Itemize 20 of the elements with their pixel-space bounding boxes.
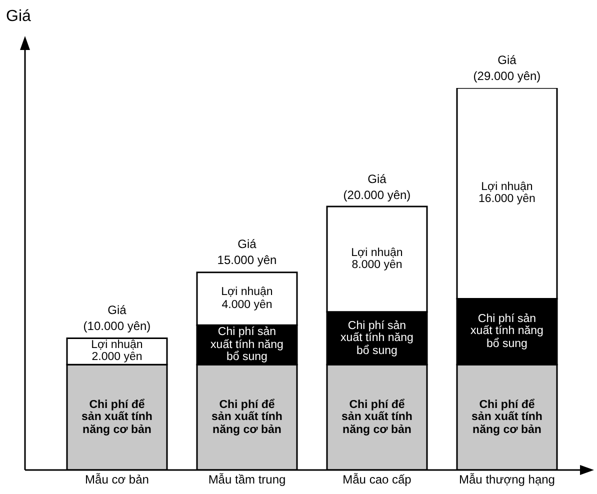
total-label: Giá (20.000 yên) (342, 170, 412, 203)
total-label: Giá (10.000 yên) (82, 302, 152, 334)
x-tick-label: Mẫu thượng hạng (459, 472, 555, 487)
data-label: Chi phí sản xuất tính năng bổ sung (340, 318, 414, 359)
total-label: Giá 15.000 yên (216, 236, 278, 268)
data-label: Lợi nhuận 8.000 yên (350, 246, 404, 274)
data-label: Chi phí để sản xuất tính năng cơ bản (210, 398, 284, 438)
data-label: Lợi nhuận 4.000 yên (220, 285, 274, 313)
y-axis-title: Giá (6, 8, 31, 26)
x-tick-label: Mẫu cơ bản (85, 472, 149, 487)
data-label: Chi phí sản xuất tính năng bổ sung (210, 325, 284, 365)
data-label: Chi phí sản xuất tính năng bổ sung (470, 312, 544, 352)
data-label: Lợi nhuận 2.000 yên (90, 338, 144, 365)
x-tick-label: Mẫu tầm trung (208, 472, 286, 487)
total-label: Giá (29.000 yên) (472, 52, 542, 84)
data-label: Chi phí để sản xuất tính năng cơ bản (340, 398, 414, 438)
data-label: Lợi nhuận 16.000 yên (478, 180, 536, 208)
x-tick-label: Mẫu cao cấp (342, 472, 412, 487)
data-label: Chi phí để sản xuất tính năng cơ bản (470, 398, 544, 438)
data-label: Chi phí để sản xuất tính năng cơ bản (80, 398, 154, 438)
